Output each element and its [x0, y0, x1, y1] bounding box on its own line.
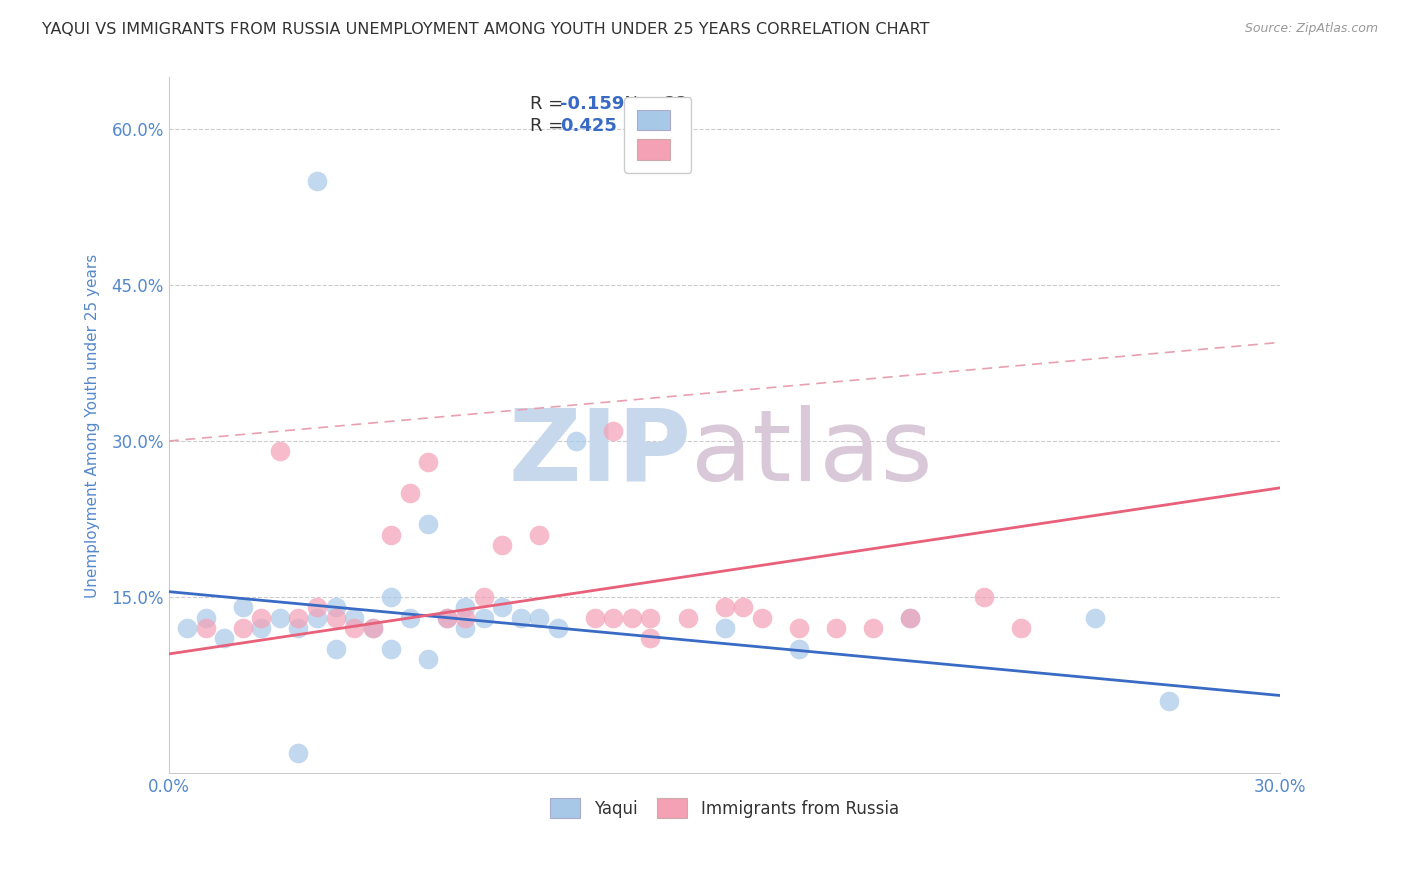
Point — [491, 538, 513, 552]
Point — [418, 517, 440, 532]
Point — [602, 610, 624, 624]
Point — [325, 641, 347, 656]
Point — [862, 621, 884, 635]
Point — [269, 610, 291, 624]
Point — [194, 610, 217, 624]
Point — [640, 610, 662, 624]
Point — [214, 632, 236, 646]
Point — [787, 621, 810, 635]
Point — [232, 621, 254, 635]
Point — [547, 621, 569, 635]
Point — [287, 621, 309, 635]
Text: atlas: atlas — [692, 405, 932, 502]
Point — [454, 621, 477, 635]
Point — [343, 621, 366, 635]
Point — [305, 174, 328, 188]
Point — [713, 621, 735, 635]
Point — [824, 621, 846, 635]
Point — [418, 455, 440, 469]
Point — [620, 610, 643, 624]
Point — [398, 486, 420, 500]
Point — [269, 444, 291, 458]
Point — [380, 641, 402, 656]
Text: N = 33: N = 33 — [613, 95, 688, 113]
Point — [1010, 621, 1032, 635]
Text: ZIP: ZIP — [509, 405, 692, 502]
Point — [898, 610, 921, 624]
Text: Source: ZipAtlas.com: Source: ZipAtlas.com — [1244, 22, 1378, 36]
Point — [380, 527, 402, 541]
Point — [380, 590, 402, 604]
Point — [565, 434, 588, 448]
Point — [361, 621, 384, 635]
Point — [713, 600, 735, 615]
Point — [472, 610, 495, 624]
Point — [529, 527, 551, 541]
Legend: Yaqui, Immigrants from Russia: Yaqui, Immigrants from Russia — [544, 792, 905, 824]
Point — [250, 621, 273, 635]
Text: R =: R = — [530, 117, 569, 136]
Point — [529, 610, 551, 624]
Point — [305, 600, 328, 615]
Point — [1159, 694, 1181, 708]
Point — [472, 590, 495, 604]
Text: 0.425: 0.425 — [560, 117, 617, 136]
Point — [436, 610, 458, 624]
Point — [325, 610, 347, 624]
Point — [194, 621, 217, 635]
Text: YAQUI VS IMMIGRANTS FROM RUSSIA UNEMPLOYMENT AMONG YOUTH UNDER 25 YEARS CORRELAT: YAQUI VS IMMIGRANTS FROM RUSSIA UNEMPLOY… — [42, 22, 929, 37]
Y-axis label: Unemployment Among Youth under 25 years: Unemployment Among Youth under 25 years — [86, 253, 100, 598]
Text: N = 33: N = 33 — [613, 117, 688, 136]
Point — [454, 610, 477, 624]
Point — [287, 746, 309, 760]
Point — [676, 610, 699, 624]
Point — [287, 610, 309, 624]
Point — [176, 621, 198, 635]
Point — [305, 610, 328, 624]
Point — [454, 600, 477, 615]
Point — [509, 610, 531, 624]
Point — [436, 610, 458, 624]
Point — [325, 600, 347, 615]
Text: R =: R = — [530, 95, 569, 113]
Text: -0.159: -0.159 — [560, 95, 624, 113]
Point — [491, 600, 513, 615]
Point — [602, 424, 624, 438]
Point — [973, 590, 995, 604]
Point — [898, 610, 921, 624]
Point — [398, 610, 420, 624]
Point — [418, 652, 440, 666]
Point — [733, 600, 755, 615]
Point — [232, 600, 254, 615]
Point — [787, 641, 810, 656]
Point — [343, 610, 366, 624]
Point — [751, 610, 773, 624]
Point — [1084, 610, 1107, 624]
Point — [583, 610, 606, 624]
Point — [640, 632, 662, 646]
Point — [361, 621, 384, 635]
Point — [250, 610, 273, 624]
